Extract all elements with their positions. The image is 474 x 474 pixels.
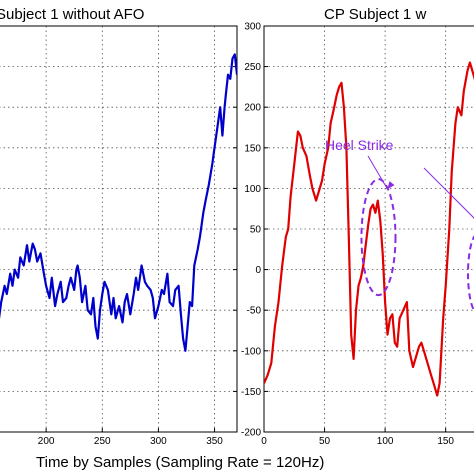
left-x-tick-label-1: 250 xyxy=(94,436,111,447)
right-series-line-0 xyxy=(264,61,474,397)
right-x-tick-label-0: 0 xyxy=(261,436,267,447)
right-annotation-arrow-0 xyxy=(367,155,388,190)
left-chart-panel: 200 250 300 350 xyxy=(0,25,238,447)
right-y-tick-label-7: 150 xyxy=(244,143,261,154)
left-chart-title: Subject 1 without AFO xyxy=(0,6,144,23)
right-y-tick-label-3: -50 xyxy=(247,306,262,317)
right-x-tick-label-3: 150 xyxy=(437,436,454,447)
right-y-tick-label-4: 0 xyxy=(255,265,261,276)
right-annotation-ellipse-edge-0 xyxy=(467,235,474,313)
right-chart-title: CP Subject 1 w xyxy=(324,6,426,23)
right-x-tick-label-2: 100 xyxy=(377,436,394,447)
right-y-tick-label-8: 200 xyxy=(244,103,261,114)
right-y-tick-label-5: 50 xyxy=(250,225,262,236)
right-x-tick-label-1: 50 xyxy=(319,436,331,447)
right-y-tick-label-10: 300 xyxy=(244,22,261,33)
right-annotation-arrow-2-0 xyxy=(423,167,474,219)
right-y-tick-label-6: 100 xyxy=(244,184,261,195)
right-annotation-ellipse-0 xyxy=(360,178,397,297)
right-annotation-label-0: Heel Strike xyxy=(325,137,394,153)
right-annotation-arrowhead-0 xyxy=(387,181,395,190)
left-x-tick-label-3: 350 xyxy=(206,436,223,447)
right-y-tick-label-9: 250 xyxy=(244,62,261,73)
left-x-tick-label-2: 300 xyxy=(150,436,167,447)
right-y-tick-label-2: -100 xyxy=(241,346,261,357)
left-x-tick-label-0: 200 xyxy=(38,436,55,447)
right-chart-panel: 0 50 100 150 -200 -150 -100 -50 0 50 100 150 200 250 3… xyxy=(241,22,474,447)
right-y-tick-label-0: -200 xyxy=(241,428,261,439)
right-y-tick-label-1: -150 xyxy=(241,387,261,398)
shared-x-axis-label: Time by Samples (Sampling Rate = 120Hz) xyxy=(36,454,324,471)
left-series-line-0 xyxy=(0,53,237,352)
